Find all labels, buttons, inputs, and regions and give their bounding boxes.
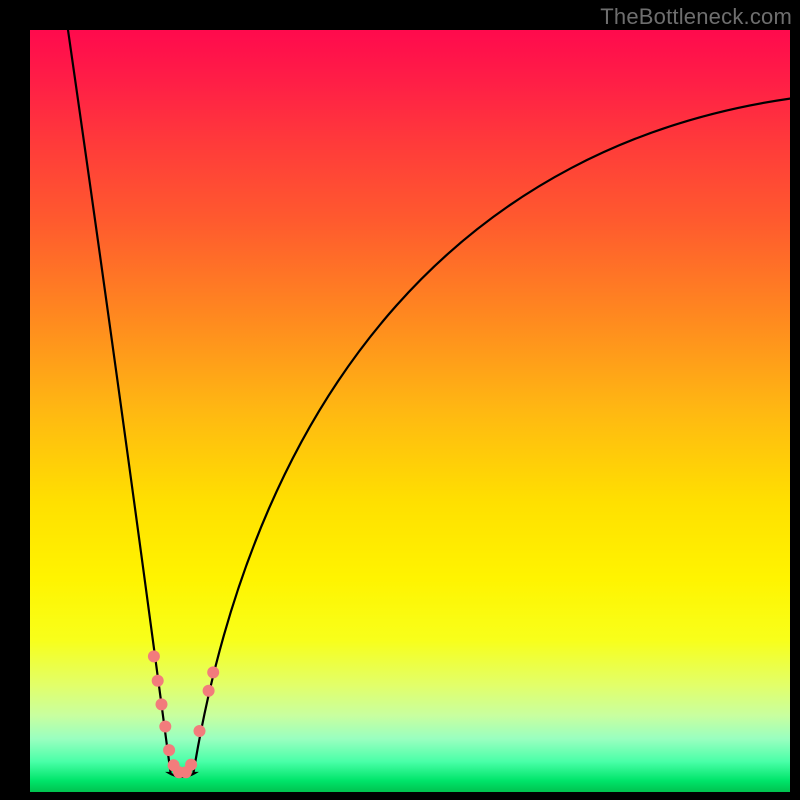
marker-point bbox=[148, 651, 159, 662]
marker-point bbox=[164, 745, 175, 756]
marker-point bbox=[152, 675, 163, 686]
plot-svg bbox=[30, 30, 790, 792]
marker-point bbox=[186, 759, 197, 770]
marker-point bbox=[160, 721, 171, 732]
marker-point bbox=[194, 726, 205, 737]
marker-point bbox=[156, 699, 167, 710]
gradient-background bbox=[30, 30, 790, 792]
marker-point bbox=[208, 667, 219, 678]
watermark-attribution: TheBottleneck.com bbox=[600, 4, 792, 30]
marker-point bbox=[203, 685, 214, 696]
chart-container: TheBottleneck.com bbox=[0, 0, 800, 800]
